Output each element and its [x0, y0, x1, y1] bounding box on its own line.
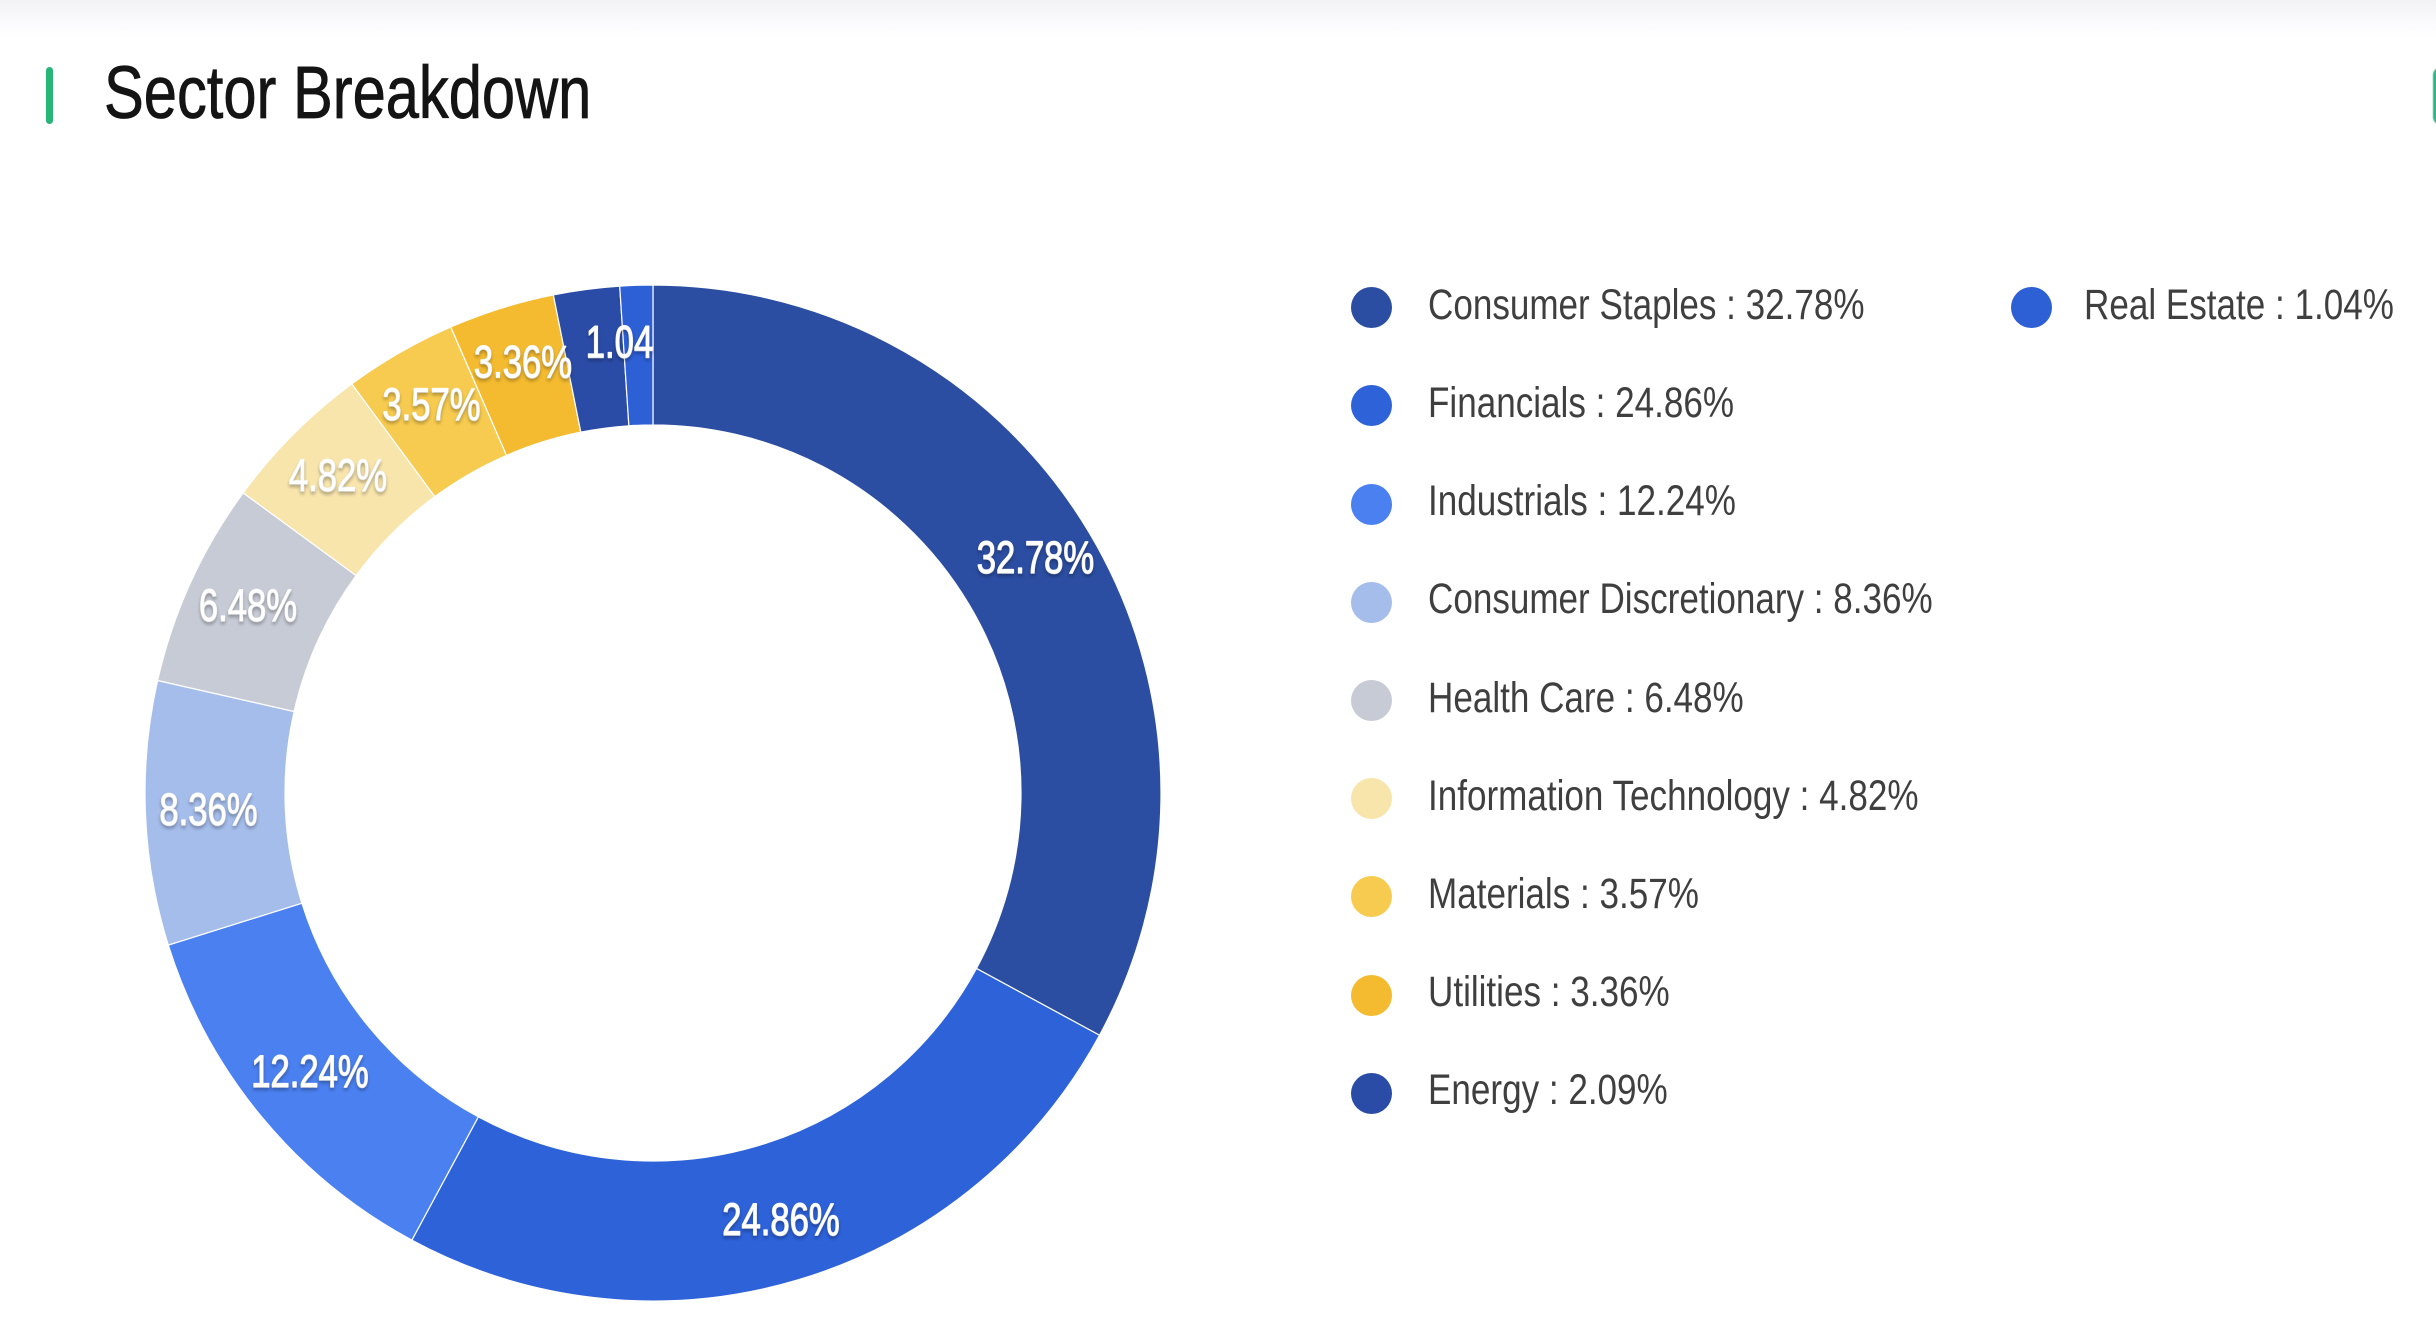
- svg-text:6.48%: 6.48%: [199, 581, 297, 631]
- svg-text:32.78%: 32.78%: [977, 533, 1094, 583]
- svg-text:4.82%: 4.82%: [289, 451, 387, 501]
- svg-text:1.04: 1.04: [586, 317, 653, 367]
- svg-text:3.36%: 3.36%: [474, 337, 572, 387]
- svg-text:24.86%: 24.86%: [722, 1195, 839, 1245]
- svg-text:3.57%: 3.57%: [382, 380, 480, 430]
- svg-text:12.24%: 12.24%: [251, 1047, 368, 1097]
- svg-text:8.36%: 8.36%: [159, 785, 257, 835]
